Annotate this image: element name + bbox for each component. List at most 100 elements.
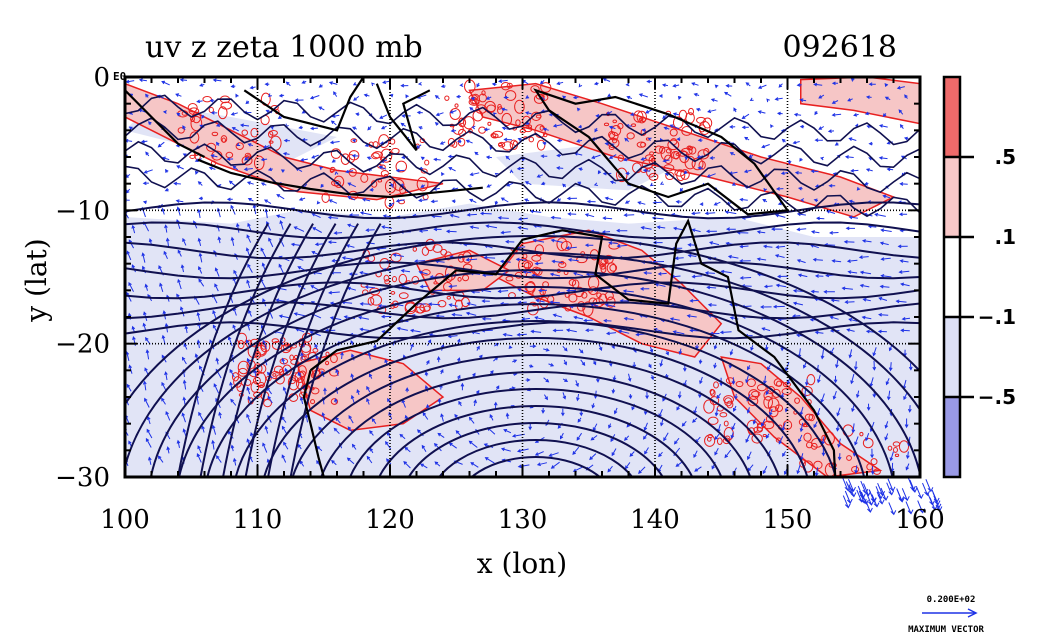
zeta-speckle [680, 169, 690, 180]
wind-vector [390, 182, 394, 188]
wind-vector [713, 344, 718, 350]
wind-vector [898, 212, 908, 217]
wind-vector [433, 442, 442, 452]
wind-vector [262, 145, 270, 149]
wind-vector [817, 374, 821, 384]
wind-vector [810, 169, 819, 174]
wind-vector [908, 363, 913, 371]
wind-vector [485, 155, 492, 160]
wind-vector [638, 466, 646, 474]
wind-vector [419, 463, 428, 469]
zeta-speckle [241, 155, 253, 166]
zeta-speckle [272, 373, 277, 377]
wind-vector [539, 79, 545, 85]
wind-vector [550, 238, 563, 243]
wind-vector [535, 298, 545, 303]
wind-vector [400, 122, 406, 127]
zeta-speckle [612, 119, 618, 124]
wind-vector [695, 107, 701, 112]
wind-vector [556, 153, 562, 158]
wind-vector [584, 213, 595, 218]
wind-vector [548, 452, 559, 457]
wind-vector [246, 413, 252, 424]
wind-vector [449, 110, 457, 114]
zeta-speckle [447, 137, 456, 147]
wind-vector [262, 339, 267, 349]
zeta-speckle [724, 397, 733, 407]
wind-vector [731, 182, 736, 186]
wind-vector [842, 495, 851, 509]
wind-vector [489, 413, 494, 421]
wind-vector [182, 125, 186, 131]
wind-vector [420, 184, 426, 188]
wind-vector [659, 181, 664, 185]
y-tick-suffix: E0 [113, 70, 126, 83]
wind-vector [199, 83, 205, 87]
wind-vector [465, 257, 478, 262]
wind-vector [692, 417, 698, 423]
wind-vector [161, 156, 170, 161]
wind-vector [844, 155, 854, 159]
zeta-speckle [542, 132, 548, 138]
wind-vector [601, 230, 611, 234]
wind-vector [643, 422, 648, 431]
zeta-speckle [372, 151, 383, 159]
wind-vector [177, 249, 182, 257]
wind-vector [433, 157, 441, 162]
wind-vector [813, 82, 823, 87]
wind-vector [361, 197, 371, 202]
wind-vector [723, 91, 732, 97]
wind-vector [689, 298, 699, 303]
wind-vector [333, 91, 338, 97]
wind-vector [772, 304, 785, 309]
wind-vector [534, 261, 544, 266]
wind-vector [861, 315, 872, 320]
wind-vector [562, 378, 569, 382]
wind-vector [760, 305, 772, 309]
wind-vector [884, 82, 889, 87]
wind-vector [616, 228, 628, 233]
colorbar-label: .5 [994, 145, 1016, 169]
wind-vector [414, 259, 426, 263]
wind-vector [699, 376, 703, 385]
wind-vector [562, 392, 567, 400]
wind-vector [676, 137, 681, 142]
wind-vector [697, 138, 703, 143]
zeta-speckle [333, 175, 345, 188]
wind-vector [731, 377, 736, 385]
wind-vector [713, 362, 717, 369]
chart-timestamp: 092618 [782, 30, 897, 65]
wind-vector [492, 112, 497, 116]
wind-vector [317, 141, 322, 146]
wind-vector [608, 241, 618, 245]
zeta-speckle [446, 295, 452, 300]
wind-vector [328, 290, 340, 295]
wind-vector [293, 226, 305, 232]
wind-vector [435, 112, 444, 117]
zeta-speckle [497, 103, 502, 110]
zeta-speckle [582, 301, 594, 317]
zeta-speckle [380, 169, 389, 177]
zeta-speckle [688, 107, 695, 116]
wind-vector [757, 110, 766, 114]
wind-vector [345, 169, 354, 174]
wind-vector [844, 300, 855, 304]
wind-vector [771, 227, 783, 231]
colorbar-frame [942, 75, 962, 479]
wind-vector [799, 157, 803, 162]
z-contour [291, 354, 780, 477]
zeta-speckle [603, 254, 614, 264]
wind-vector [304, 413, 309, 423]
x-tick-label: 140 [630, 505, 680, 535]
wind-vector [380, 314, 392, 319]
zeta-speckle [505, 276, 514, 282]
wind-vector [184, 325, 189, 334]
wind-vector [761, 418, 766, 427]
wind-vector [145, 151, 150, 157]
wind-vector [161, 397, 166, 405]
wind-vector [813, 198, 819, 203]
wind-vector [787, 160, 792, 165]
wind-vector [697, 166, 703, 171]
zeta-speckle [249, 338, 260, 348]
wind-vector [681, 420, 687, 427]
